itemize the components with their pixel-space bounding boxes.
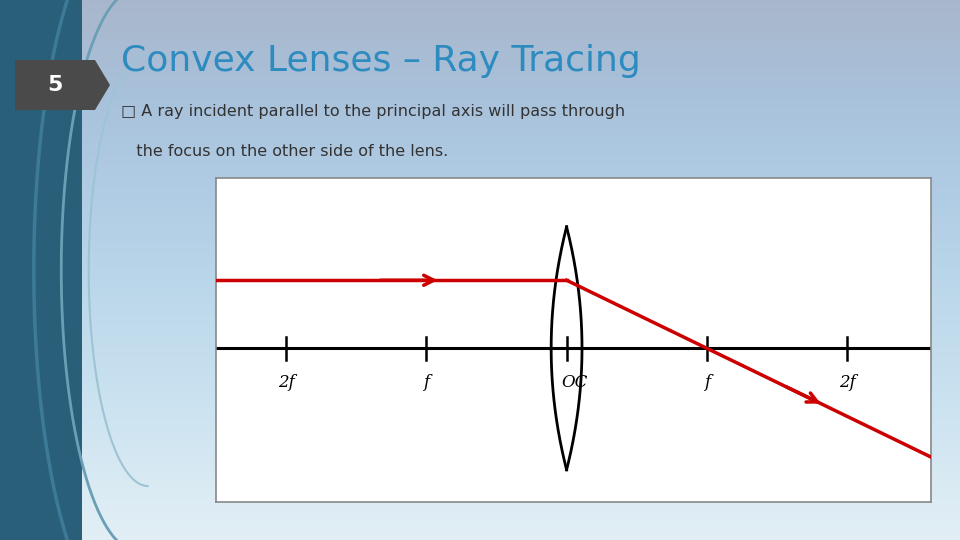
Text: □ A ray incident parallel to the principal axis will pass through: □ A ray incident parallel to the princip…	[121, 104, 626, 119]
Text: the focus on the other side of the lens.: the focus on the other side of the lens.	[121, 144, 448, 159]
Text: f: f	[423, 374, 429, 391]
Text: f: f	[704, 374, 709, 391]
Text: OC: OC	[562, 374, 588, 391]
Text: 5: 5	[47, 75, 62, 95]
Text: 2f: 2f	[839, 374, 855, 391]
Text: 2f: 2f	[277, 374, 295, 391]
Polygon shape	[15, 60, 110, 110]
Text: Convex Lenses – Ray Tracing: Convex Lenses – Ray Tracing	[121, 44, 641, 78]
